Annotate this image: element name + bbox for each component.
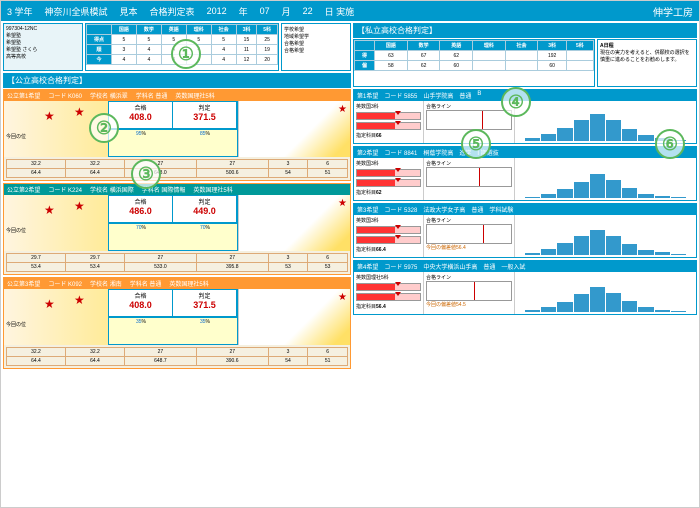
type: 見本 xyxy=(120,5,138,18)
school-block: 公立第1希望コード K060学校名 横浜翠学科名 普通英数国理社5科★★今回の位… xyxy=(3,89,351,181)
student-info: 997304-12NC 希望塾 希望塾 希望塾 さくら 高等高校 xyxy=(3,23,83,71)
public-section-title: 【公立高校合格判定】 xyxy=(3,73,351,88)
annotation-2: ② xyxy=(89,113,119,143)
annotation-3: ③ xyxy=(131,159,161,189)
school-block: 公立第3希望コード K092学校名 湘南学科名 普通英数国理社5科★★今回の位合… xyxy=(3,277,351,369)
private-block: 第2希望コード 8841桐蔭学院高進学I 期選抜英数国3科指定科目62合格ライン xyxy=(353,146,697,201)
month: 07 xyxy=(260,6,270,16)
grade: 3 学年 xyxy=(7,5,33,18)
test-name: 神奈川全県模試 xyxy=(45,5,108,18)
logo: 伸学工房 xyxy=(653,4,693,19)
annotation-5: ⑤ xyxy=(461,129,491,159)
private-note: A日程 現在の実力を考えると、併願校の選択を慎重に進めることをお勧めします。 xyxy=(597,39,697,87)
school-grades: 学校希望 地域希望学 合格希望 合格希望 xyxy=(281,23,351,71)
year: 2012 xyxy=(207,6,227,16)
annotation-6: ⑥ xyxy=(655,129,685,159)
doc-title: 合格判定表 xyxy=(150,5,195,18)
private-section-title: 【私立高校合格判定】 xyxy=(353,23,697,38)
school-block: 公立第2希望コード K224学校名 横浜国際学科名 国際情報英数国理社5科★★今… xyxy=(3,183,351,275)
private-block: 第4希望コード 5975中央大学横浜山手高普通一般入試英数国理社5科指定科目56… xyxy=(353,260,697,315)
private-score-summary: 国語数学英語理科社会3科5科得636762192偏58626060 xyxy=(353,39,595,87)
header-bar: 3 学年 神奈川全県模試 見本 合格判定表 2012年 07月 22日 実施 伸… xyxy=(1,1,699,21)
annotation-1: ① xyxy=(171,39,201,69)
annotation-4: ④ xyxy=(501,87,531,117)
day: 22 xyxy=(303,6,313,16)
private-block: 第3希望コード 5328法政大学女子高普通学科試験英数国3科指定科目66.4合格… xyxy=(353,203,697,258)
